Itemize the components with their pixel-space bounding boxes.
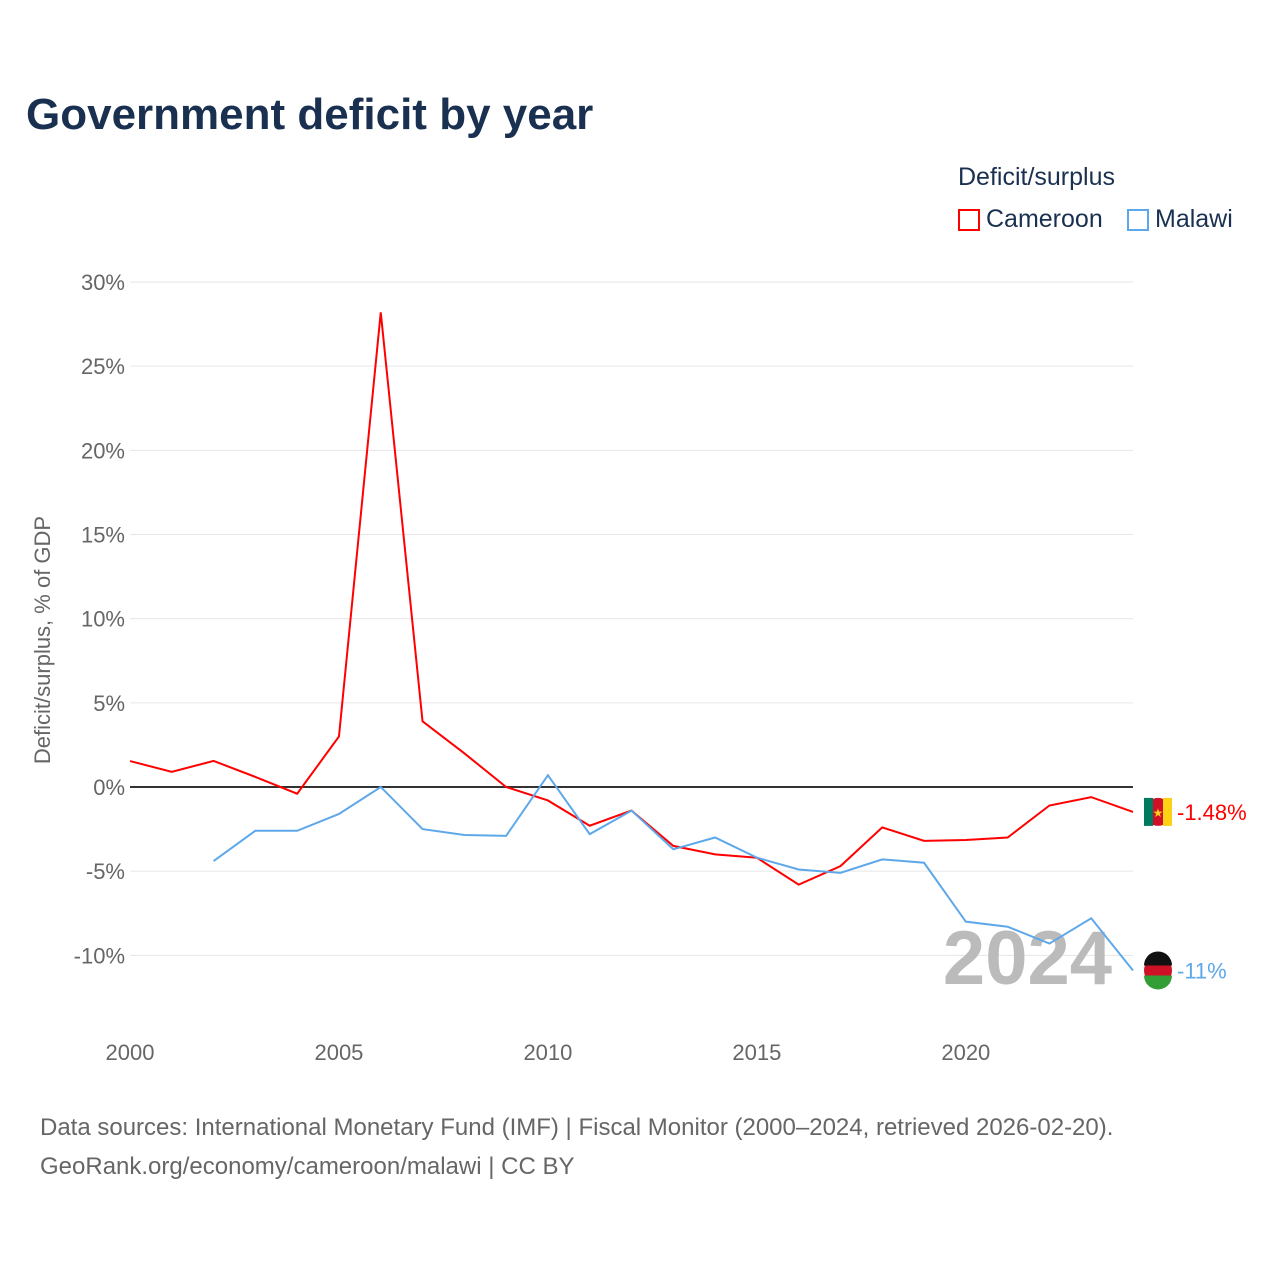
x-tick-label: 2015 <box>732 1040 781 1065</box>
source-line: Data sources: International Monetary Fun… <box>40 1114 1114 1141</box>
flag-star: ★ <box>1153 806 1164 820</box>
x-tick-label: 2005 <box>314 1040 363 1065</box>
legend-label: Malawi <box>1155 205 1233 233</box>
x-tick-label: 2020 <box>941 1040 990 1065</box>
y-tick-label: 25% <box>81 354 125 379</box>
y-tick-label: 0% <box>93 775 125 800</box>
legend-title: Deficit/surplus <box>958 163 1115 191</box>
end-value-label: -11% <box>1177 958 1227 983</box>
y-tick-label: -5% <box>86 859 125 884</box>
legend-swatch <box>958 208 980 231</box>
end-value-label: -1.48% <box>1177 800 1247 825</box>
y-tick-label: 30% <box>81 270 125 295</box>
legend-swatch <box>1127 208 1149 231</box>
y-tick-label: 10% <box>81 607 125 632</box>
legend-item-malawi[interactable]: Malawi <box>1127 205 1233 234</box>
flag-stripe <box>1144 797 1153 826</box>
y-tick-label: 5% <box>93 691 125 716</box>
series-line-malawi <box>212 773 1134 972</box>
source-note: Data sources: International Monetary Fun… <box>40 1108 1113 1186</box>
year-watermark: 2024 <box>943 916 1112 1001</box>
x-tick-label: 2000 <box>106 1040 155 1065</box>
flag-stripe <box>1144 951 1172 966</box>
y-tick-label: 20% <box>81 438 125 463</box>
legend-item-cameroon[interactable]: Cameroon <box>958 205 1103 234</box>
flag-stripe <box>1144 975 1172 990</box>
chart-title: Government deficit by year <box>26 90 594 139</box>
legend-label: Cameroon <box>986 205 1103 233</box>
flag-stripe <box>1163 797 1172 826</box>
y-tick-label: 15% <box>81 523 125 548</box>
series-line-cameroon <box>129 312 1134 886</box>
x-tick-label: 2010 <box>523 1040 572 1065</box>
y-axis-label: Deficit/surplus, % of GDP <box>30 516 55 764</box>
source-url[interactable]: GeoRank.org/economy/cameroon/malawi | CC… <box>40 1153 575 1180</box>
y-tick-label: -10% <box>74 943 125 968</box>
